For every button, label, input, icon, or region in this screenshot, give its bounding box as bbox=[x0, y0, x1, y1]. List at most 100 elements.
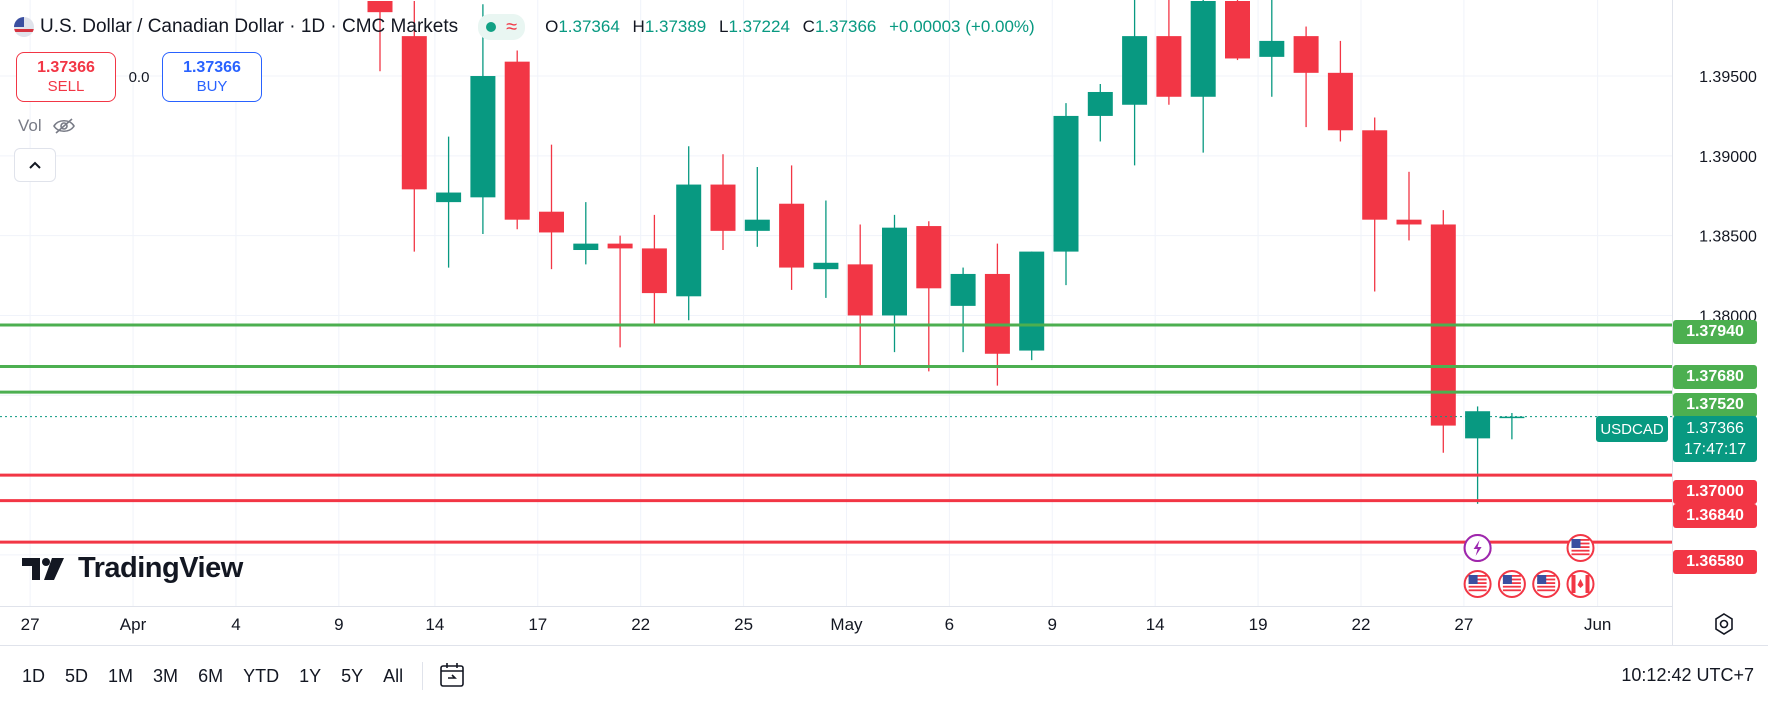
candle-down bbox=[401, 1, 427, 252]
candle-up bbox=[470, 4, 496, 235]
open-label: O bbox=[545, 17, 559, 36]
flag-stripe bbox=[1571, 553, 1590, 556]
x-tick-label: May bbox=[830, 615, 863, 634]
us-canada-flag-icon bbox=[14, 17, 34, 37]
us-flag-icon bbox=[1463, 570, 1492, 598]
candle-body bbox=[401, 36, 427, 190]
flag-stripe bbox=[1468, 589, 1487, 592]
utc-clock[interactable]: 10:12:42 UTC+7 bbox=[1621, 665, 1754, 685]
eye-hidden-icon[interactable] bbox=[52, 117, 76, 135]
x-tick-label: 14 bbox=[1146, 615, 1165, 634]
candle-body bbox=[779, 203, 805, 268]
candle-body bbox=[710, 184, 736, 231]
flag-band-left bbox=[1571, 575, 1576, 593]
y-tick-label: 1.39500 bbox=[1699, 69, 1757, 86]
candle-body bbox=[504, 61, 530, 220]
candle-body bbox=[1327, 72, 1353, 131]
close-label: C bbox=[802, 17, 815, 36]
candle-body bbox=[813, 262, 839, 270]
sell-button[interactable]: 1.37366 SELL bbox=[16, 52, 116, 102]
bottom-toolbar: 1D 5D 1M 3M 6M YTD 1Y 5Y All 10:12:42 UT… bbox=[0, 645, 1768, 707]
candle-body bbox=[1122, 36, 1148, 105]
candle-body bbox=[676, 184, 702, 297]
x-tick-label: 27 bbox=[1454, 615, 1473, 634]
candle-down bbox=[1293, 26, 1319, 128]
market-status[interactable]: ≈ bbox=[478, 14, 526, 40]
range-all[interactable]: All bbox=[383, 666, 404, 686]
low-label: L bbox=[719, 17, 729, 36]
candle-down bbox=[916, 221, 942, 372]
x-tick-label: 9 bbox=[334, 615, 343, 634]
x-tick-label: 17 bbox=[528, 615, 547, 634]
flag-canton bbox=[1468, 575, 1478, 584]
candle-up bbox=[882, 214, 907, 353]
candle-down bbox=[607, 235, 633, 348]
candle-down bbox=[1156, 0, 1182, 105]
range-1y[interactable]: 1Y bbox=[299, 666, 322, 686]
settings-gear-icon[interactable] bbox=[1712, 612, 1736, 636]
sell-label: SELL bbox=[47, 78, 85, 95]
symbol-title[interactable]: U.S. Dollar / Canadian Dollar · 1D · CMC… bbox=[40, 16, 459, 37]
current-price-label: 1.37366 17:47:17 bbox=[1673, 416, 1757, 462]
range-6m[interactable]: 6M bbox=[198, 666, 224, 686]
candle-body bbox=[1190, 1, 1216, 97]
candle-up bbox=[676, 146, 702, 321]
candle-down bbox=[779, 165, 805, 290]
range-5d[interactable]: 5D bbox=[65, 666, 89, 686]
chart-header: U.S. Dollar / Canadian Dollar · 1D · CMC… bbox=[14, 12, 1043, 42]
candle-up bbox=[1499, 412, 1525, 440]
range-1d[interactable]: 1D bbox=[22, 666, 46, 686]
candle-down bbox=[641, 214, 667, 324]
level-label-2: 1.37680 bbox=[1673, 365, 1757, 389]
go-to-date-icon[interactable] bbox=[438, 660, 468, 690]
candle-down bbox=[1327, 40, 1353, 142]
flag-stripe bbox=[1468, 585, 1487, 588]
candle-body bbox=[367, 1, 393, 13]
current-price-value: 1.37366 bbox=[1686, 420, 1744, 437]
bar-countdown: 17:47:17 bbox=[1683, 441, 1747, 458]
trade-panel: 1.37366 SELL 0.0 1.37366 BUY bbox=[16, 52, 262, 102]
candle-body bbox=[436, 192, 462, 203]
candle-down bbox=[1225, 0, 1250, 61]
x-tick-label: 6 bbox=[945, 615, 954, 634]
y-tick-label: 1.39000 bbox=[1699, 149, 1757, 166]
sell-price: 1.37366 bbox=[37, 59, 95, 76]
collapse-legend-button[interactable] bbox=[14, 148, 56, 182]
candle-body bbox=[470, 76, 496, 198]
tradingview-logo[interactable]: TradingView bbox=[22, 552, 243, 585]
candle-down bbox=[1362, 117, 1388, 292]
candle-body bbox=[1053, 115, 1079, 252]
high-value: 1.37389 bbox=[644, 17, 707, 36]
change-value: +0.00003 (+0.00%) bbox=[889, 17, 1035, 36]
market-open-dot-icon bbox=[486, 22, 497, 32]
lightning-glyph bbox=[1473, 540, 1482, 556]
flag-stripe bbox=[1537, 589, 1556, 592]
candle-body bbox=[1156, 36, 1182, 97]
toolbar-divider bbox=[422, 662, 423, 690]
candle-down bbox=[984, 243, 1010, 386]
candle-body bbox=[882, 227, 907, 316]
range-1m[interactable]: 1M bbox=[108, 666, 134, 686]
flag-canton bbox=[1571, 539, 1581, 548]
buy-button[interactable]: 1.37366 BUY bbox=[162, 52, 262, 102]
candle-body bbox=[1225, 1, 1250, 59]
lightning-event-icon bbox=[1463, 534, 1492, 562]
candle-up bbox=[950, 267, 976, 353]
us-flag-icon bbox=[1566, 534, 1595, 562]
level-label-4: 1.37000 bbox=[1673, 480, 1757, 504]
candle-up bbox=[744, 167, 770, 247]
flag-stripe bbox=[1502, 589, 1521, 592]
level-label-6: 1.36580 bbox=[1673, 550, 1757, 574]
candle-up bbox=[813, 200, 839, 298]
tradingview-logo-icon bbox=[22, 557, 64, 580]
candle-down bbox=[539, 144, 564, 270]
range-5y[interactable]: 5Y bbox=[341, 666, 364, 686]
timeframe-range-bar: 1D 5D 1M 3M 6M YTD 1Y 5Y All bbox=[14, 664, 411, 689]
range-3m[interactable]: 3M bbox=[153, 666, 179, 686]
range-ytd[interactable]: YTD bbox=[243, 666, 280, 686]
flag-stripe bbox=[1502, 585, 1521, 588]
buy-price: 1.37366 bbox=[183, 59, 241, 76]
candle-body bbox=[950, 273, 976, 306]
candle-body bbox=[984, 273, 1010, 354]
